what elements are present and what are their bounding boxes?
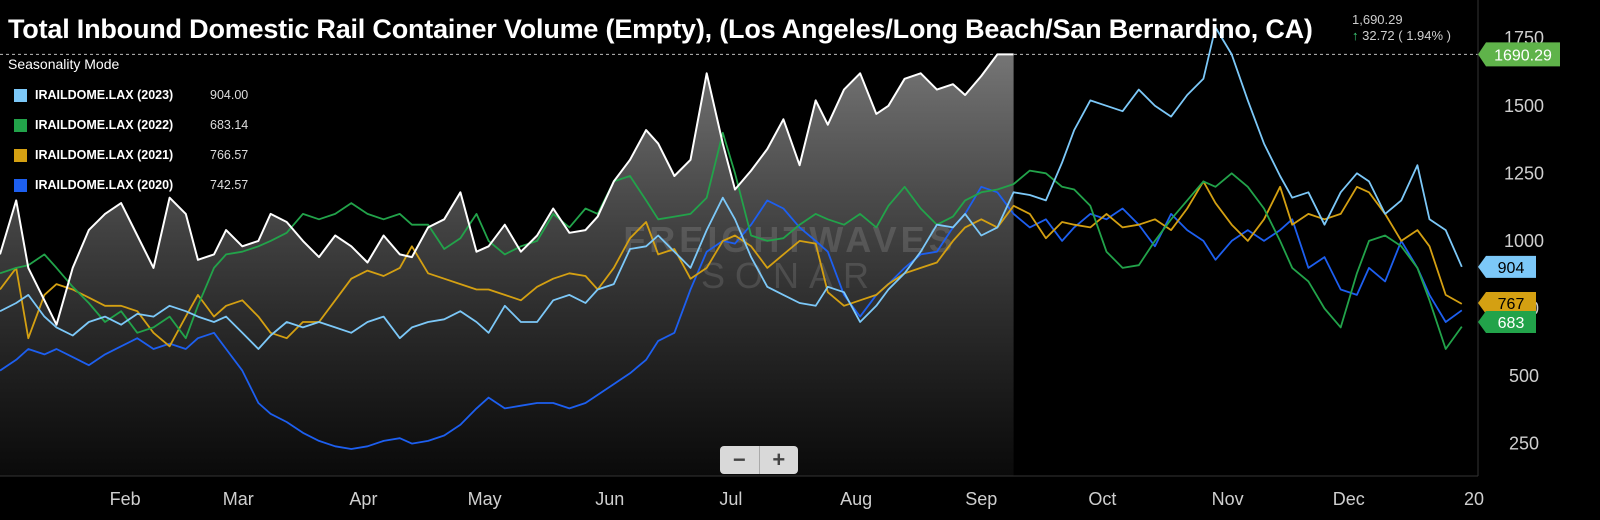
zoom-in-button[interactable]: + bbox=[772, 447, 786, 472]
series-line-2023 bbox=[0, 26, 1463, 350]
zoom-out-button[interactable]: − bbox=[720, 446, 760, 474]
quote-last: 1,690.29 bbox=[1352, 12, 1403, 27]
y-tick-label: 1000 bbox=[1504, 231, 1544, 251]
x-tick-label: Sep bbox=[965, 489, 997, 509]
legend-value: 904.00 bbox=[210, 88, 249, 102]
series-line-2020 bbox=[0, 185, 1463, 450]
end-label-2023-text: 904 bbox=[1498, 260, 1525, 277]
x-axis: Feb Mar Apr May Jun Jul Aug Sep Oct Nov Dec 20 bbox=[0, 475, 1484, 509]
current-value-tag-bg bbox=[1478, 42, 1560, 67]
end-label-2021-text: 767 bbox=[1498, 296, 1525, 313]
x-tick-label: May bbox=[468, 489, 502, 509]
end-label-2023-bg bbox=[1478, 255, 1536, 278]
legend-item-2021[interactable]: IRAILDOME.LAX (2021) 766.57 bbox=[8, 140, 248, 170]
watermark-line-2: SONAR bbox=[701, 255, 879, 296]
legend-value: 742.57 bbox=[210, 178, 249, 192]
y-tick-label: 250 bbox=[1509, 434, 1539, 454]
end-value-labels: 1690.29 904 767 683 bbox=[1478, 42, 1560, 333]
end-label-2022: 683 bbox=[1478, 310, 1536, 333]
chart-title: Total Inbound Domestic Rail Container Vo… bbox=[8, 14, 1313, 44]
x-tick-label: 20 bbox=[1464, 489, 1484, 509]
legend-name: IRAILDOME.LAX (2023) bbox=[35, 88, 174, 102]
legend-name: IRAILDOME.LAX (2021) bbox=[35, 148, 174, 162]
x-tick-label: Aug bbox=[840, 489, 872, 509]
legend-title: Seasonality Mode bbox=[8, 56, 120, 72]
series-line-2021 bbox=[0, 180, 1463, 348]
x-tick-label: Jul bbox=[719, 489, 742, 509]
end-label-2021-bg bbox=[1478, 292, 1536, 315]
series-line-current bbox=[0, 53, 1014, 326]
current-value-tag: 1690.29 bbox=[1478, 42, 1560, 67]
legend-swatch bbox=[14, 118, 27, 132]
x-tick-label: Nov bbox=[1212, 489, 1244, 509]
legend-value: 766.57 bbox=[210, 148, 249, 162]
legend-item-2020[interactable]: IRAILDOME.LAX (2020) 742.57 bbox=[8, 170, 248, 200]
quote-change-row: ↑ 32.72 ( 1.94% ) bbox=[1352, 28, 1451, 44]
end-label-2021: 767 bbox=[1478, 292, 1536, 315]
y-tick-label: 1500 bbox=[1504, 96, 1544, 116]
y-axis: 2505007501000125015001750 bbox=[1477, 0, 1544, 476]
x-tick-label: Dec bbox=[1333, 489, 1365, 509]
x-tick-label: Feb bbox=[110, 489, 141, 509]
legend-name: IRAILDOME.LAX (2020) bbox=[35, 178, 174, 192]
legend-name: IRAILDOME.LAX (2022) bbox=[35, 118, 174, 132]
legend-item-2023[interactable]: IRAILDOME.LAX (2023) 904.00 bbox=[8, 80, 248, 110]
series-line-2022 bbox=[0, 131, 1463, 350]
x-tick-label: Apr bbox=[349, 489, 377, 509]
zoom-controls: − + bbox=[720, 446, 798, 474]
x-tick-label: Mar bbox=[223, 489, 254, 509]
y-tick-label: 500 bbox=[1509, 366, 1539, 386]
watermark: FREIGHTWAVES SONAR bbox=[623, 219, 956, 296]
quote-change: 32.72 ( 1.94% ) bbox=[1362, 28, 1452, 43]
end-label-2023: 904 bbox=[1478, 255, 1536, 278]
x-tick-label: Jun bbox=[595, 489, 624, 509]
current-value-tag-text: 1690.29 bbox=[1494, 47, 1552, 64]
x-tick-label: Oct bbox=[1088, 489, 1116, 509]
y-tick-label: 1250 bbox=[1504, 163, 1544, 183]
legend-swatch bbox=[14, 88, 27, 102]
legend-swatch bbox=[14, 178, 27, 192]
price-quote: 1,690.29 ↑ 32.72 ( 1.94% ) bbox=[1352, 12, 1451, 44]
legend-swatch bbox=[14, 148, 27, 162]
legend: Seasonality Mode IRAILDOME.LAX (2023) 90… bbox=[8, 56, 248, 200]
end-label-2022-text: 683 bbox=[1498, 315, 1525, 332]
end-label-2022-bg bbox=[1478, 310, 1536, 333]
up-arrow-icon: ↑ bbox=[1352, 28, 1359, 43]
legend-value: 683.14 bbox=[210, 118, 249, 132]
watermark-line-1: FREIGHTWAVES bbox=[623, 219, 956, 260]
legend-item-2022[interactable]: IRAILDOME.LAX (2022) 683.14 bbox=[8, 110, 248, 140]
series-lines bbox=[0, 26, 1478, 450]
